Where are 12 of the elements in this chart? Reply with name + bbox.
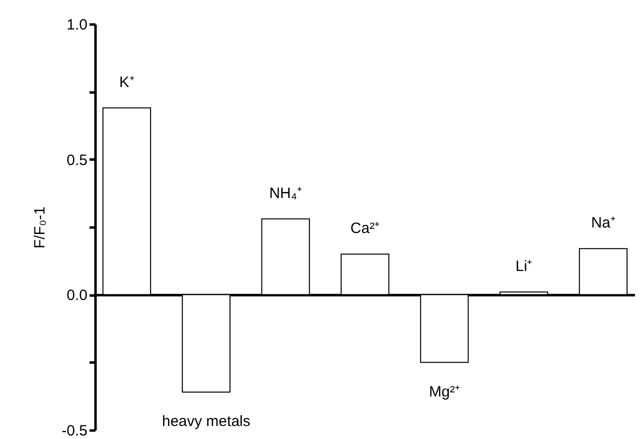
x-tick-label: Li⁺ [515, 258, 532, 275]
x-tick-label: Ca²⁺ [350, 220, 380, 238]
y-axis-title: F/F₀-1 [32, 206, 49, 249]
y-tick-label: -0.5 [62, 422, 88, 439]
x-tick-label: K⁺ [119, 74, 134, 91]
y-tick-label: 1.0 [66, 16, 88, 34]
y-tick-label: 0.5 [66, 152, 88, 169]
x-tick-label: Na⁺ [591, 214, 616, 232]
y-tick-label: 0.0 [66, 287, 88, 304]
x-tick-label: NH₄⁺ [269, 184, 302, 202]
x-tick-label: heavy metals [162, 413, 250, 430]
x-tick-label: Mg²⁺ [428, 383, 460, 400]
